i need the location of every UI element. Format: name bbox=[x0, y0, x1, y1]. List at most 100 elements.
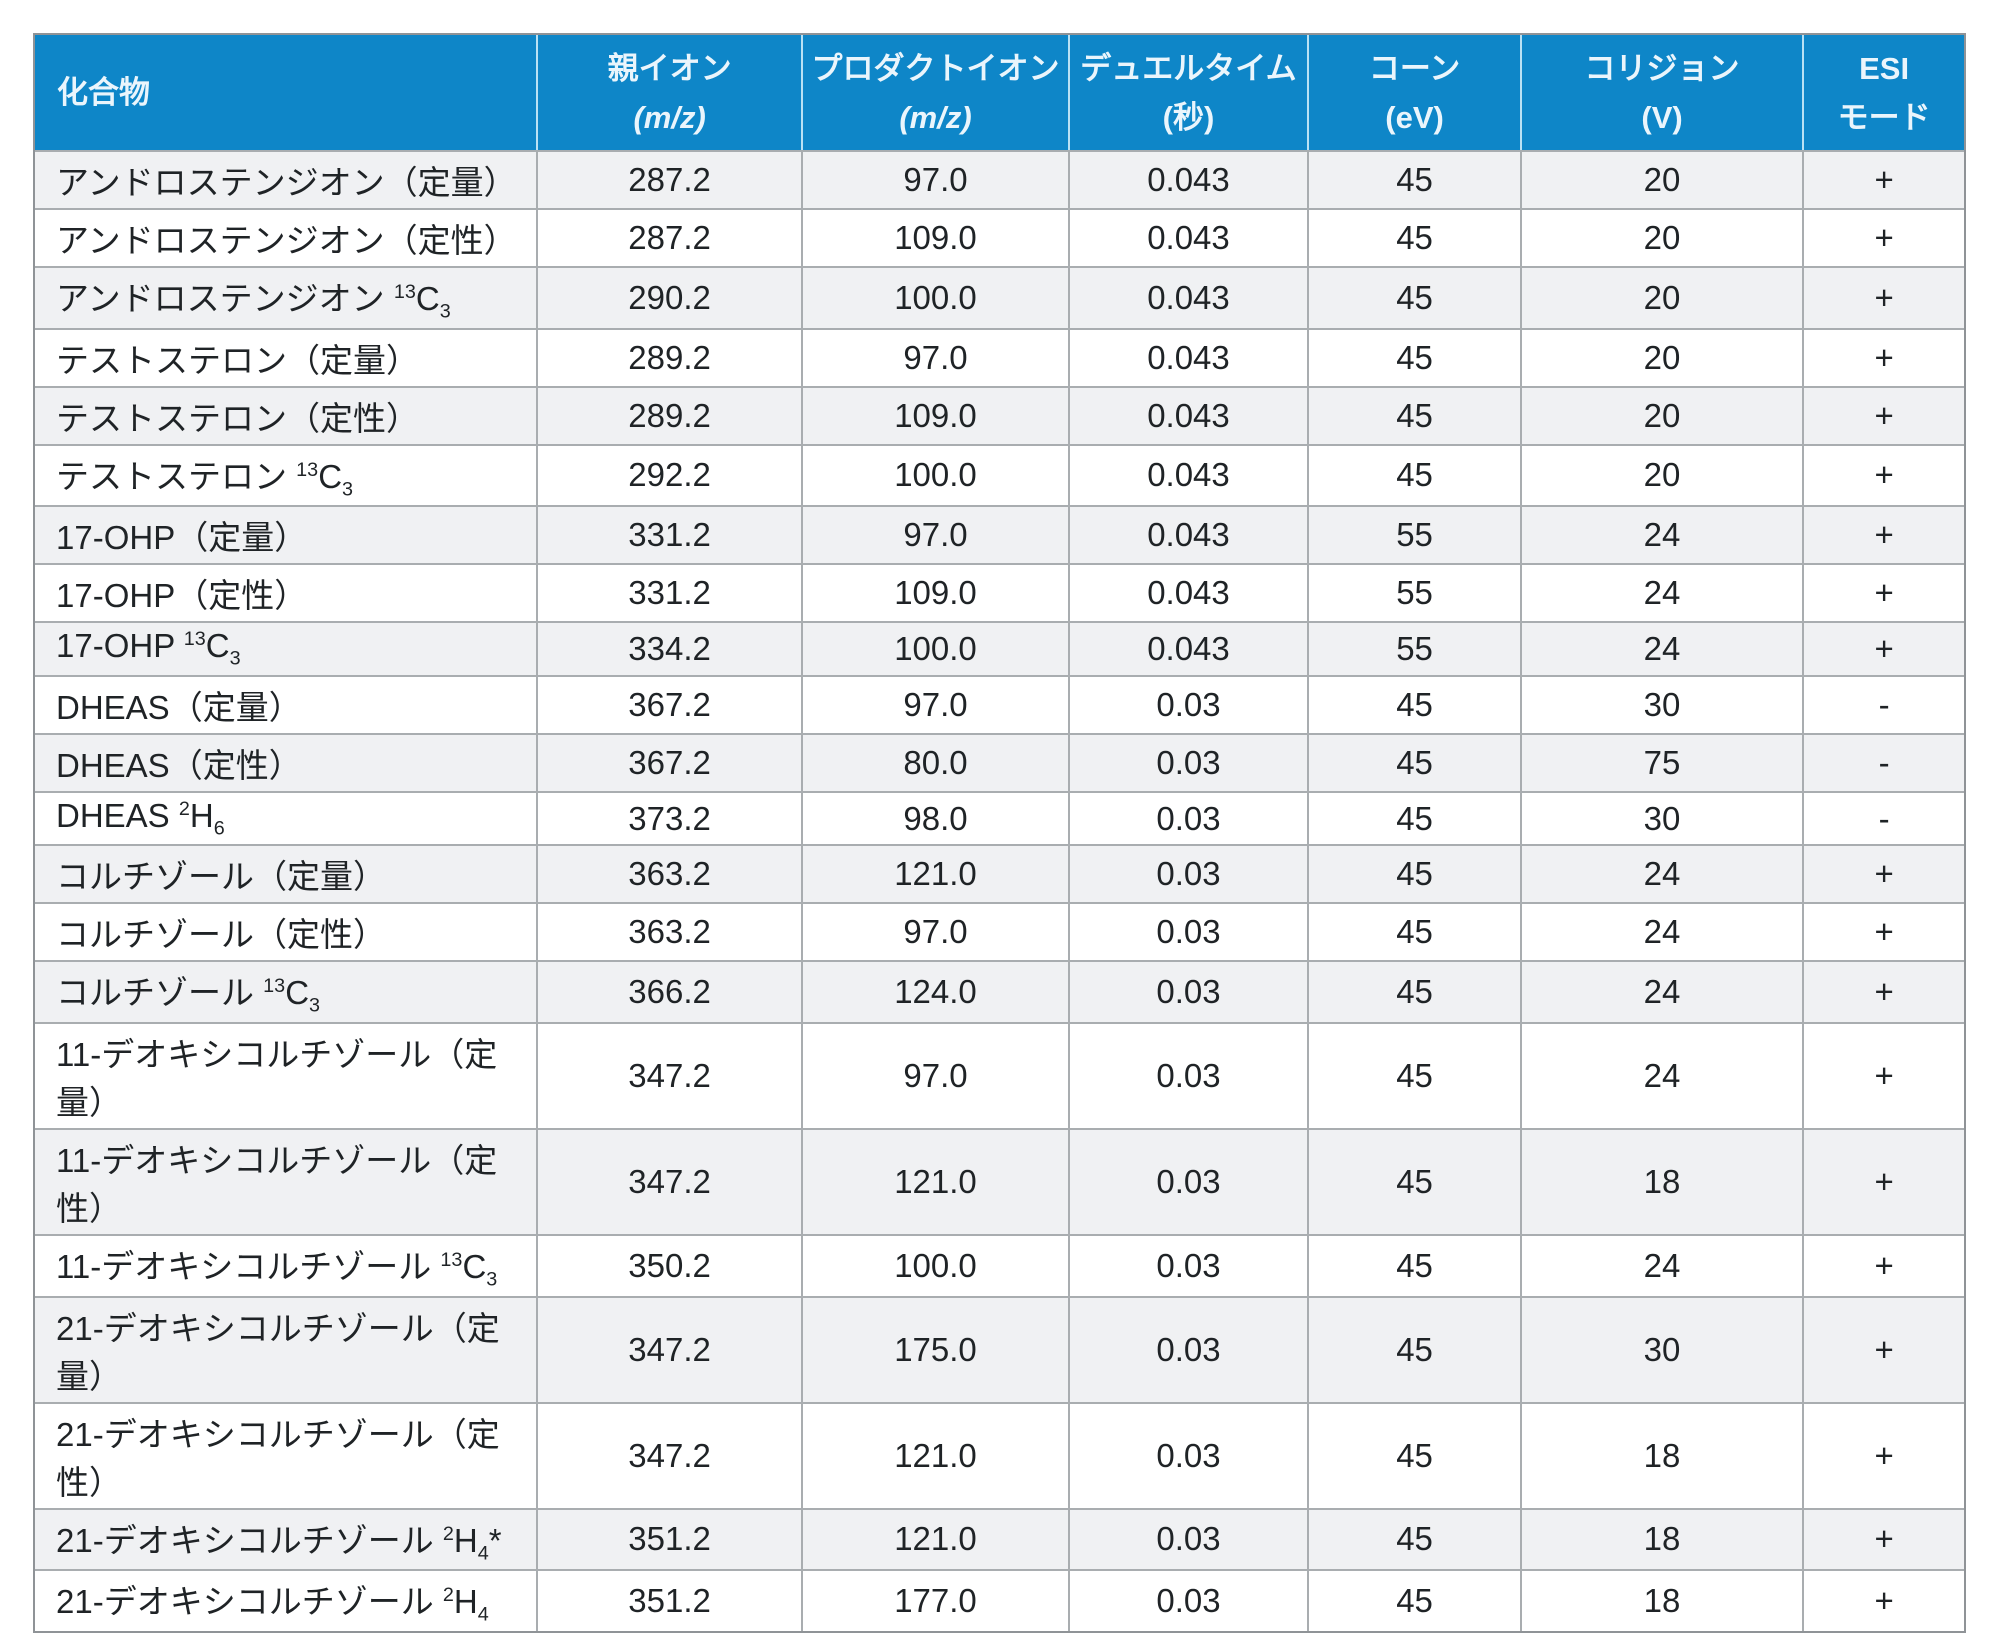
column-header-line: 化合物 bbox=[57, 75, 150, 110]
product-ion-cell: 121.0 bbox=[803, 1127, 1070, 1234]
column-header-dwell-time: デュエルタイム (秒) bbox=[1069, 35, 1310, 150]
compound-cell: 17-OHP（定性） bbox=[35, 563, 538, 622]
parent-ion-cell: 331.2 bbox=[537, 505, 804, 564]
dwell-time-cell: 0.03 bbox=[1069, 674, 1310, 733]
collision-cell: 20 bbox=[1521, 327, 1805, 386]
collision-cell: 30 bbox=[1521, 1295, 1805, 1402]
product-ion-cell: 121.0 bbox=[803, 1507, 1070, 1570]
product-ion-cell: 98.0 bbox=[803, 790, 1070, 845]
table-row: 11-デオキシコルチゾール（定量） 347.2 97.0 0.03 45 24 + bbox=[35, 1021, 1964, 1128]
compound-cell: コルチゾール（定量） bbox=[35, 844, 538, 903]
product-ion-cell: 177.0 bbox=[803, 1569, 1070, 1631]
product-ion-cell: 175.0 bbox=[803, 1295, 1070, 1402]
collision-cell: 24 bbox=[1521, 1021, 1805, 1128]
collision-cell: 20 bbox=[1521, 266, 1805, 328]
column-header-line: (m/z) bbox=[899, 99, 972, 135]
cone-cell: 45 bbox=[1309, 902, 1522, 961]
esi-mode-cell: + bbox=[1804, 960, 1964, 1022]
table-row: 11-デオキシコルチゾール（定性） 347.2 121.0 0.03 45 18 + bbox=[35, 1127, 1964, 1234]
parent-ion-cell: 347.2 bbox=[537, 1127, 804, 1234]
table-row: 17-OHP（定性） 331.2 109.0 0.043 55 24 + bbox=[35, 563, 1964, 622]
parent-ion-cell: 292.2 bbox=[537, 443, 804, 506]
collision-cell: 24 bbox=[1521, 505, 1805, 564]
column-header-line: ESI bbox=[1859, 50, 1910, 86]
dwell-time-cell: 0.03 bbox=[1069, 1233, 1310, 1296]
esi-mode-cell: + bbox=[1804, 327, 1964, 386]
table-header: 化合物 親イオン (m/z) プロダクトイオン (m/z) デュエルタイム (秒) コーン (e… bbox=[35, 35, 1964, 150]
cone-cell: 55 bbox=[1309, 621, 1522, 675]
table-row: DHEAS（定性） 367.2 80.0 0.03 45 75- bbox=[35, 732, 1964, 791]
parent-ion-cell: 290.2 bbox=[537, 266, 804, 328]
collision-cell: 75 bbox=[1521, 732, 1805, 791]
product-ion-cell: 109.0 bbox=[803, 208, 1070, 266]
collision-cell: 18 bbox=[1521, 1401, 1805, 1508]
column-header-line: コリジョン bbox=[1584, 50, 1740, 86]
table-row: アンドロステンジオン（定性） 287.2 109.0 0.043 45 20 + bbox=[35, 208, 1964, 266]
column-header-line: (m/z) bbox=[633, 99, 706, 135]
compound-cell: DHEAS 2H6 bbox=[35, 790, 538, 845]
compound-cell: コルチゾール（定性） bbox=[35, 902, 538, 961]
table-row: コルチゾール 13C3 366.2 124.0 0.03 45 24 + bbox=[35, 960, 1964, 1022]
cone-cell: 45 bbox=[1309, 327, 1522, 386]
esi-mode-cell: + bbox=[1804, 385, 1964, 444]
product-ion-cell: 97.0 bbox=[803, 327, 1070, 386]
table-body: アンドロステンジオン（定量） 287.2 97.0 0.043 45 20 + アンドロステン… bbox=[35, 150, 1964, 1631]
compound-cell: 17-OHP 13C3 bbox=[35, 621, 538, 675]
esi-mode-cell: + bbox=[1804, 443, 1964, 506]
cone-cell: 45 bbox=[1309, 844, 1522, 903]
compound-cell: アンドロステンジオン（定量） bbox=[35, 150, 538, 208]
parent-ion-cell: 347.2 bbox=[537, 1021, 804, 1128]
parent-ion-cell: 367.2 bbox=[537, 674, 804, 733]
product-ion-cell: 80.0 bbox=[803, 732, 1070, 791]
cone-cell: 45 bbox=[1309, 385, 1522, 444]
collision-cell: 30 bbox=[1521, 790, 1805, 845]
product-ion-cell: 97.0 bbox=[803, 1021, 1070, 1128]
dwell-time-cell: 0.043 bbox=[1069, 443, 1310, 506]
compound-cell: アンドロステンジオン（定性） bbox=[35, 208, 538, 266]
cone-cell: 45 bbox=[1309, 1507, 1522, 1570]
esi-mode-cell: + bbox=[1804, 1569, 1964, 1631]
parent-ion-cell: 287.2 bbox=[537, 208, 804, 266]
table-row: アンドロステンジオン 13C3 290.2 100.0 0.043 45 20 + bbox=[35, 266, 1964, 328]
collision-cell: 24 bbox=[1521, 1233, 1805, 1296]
parent-ion-cell: 334.2 bbox=[537, 621, 804, 675]
product-ion-cell: 100.0 bbox=[803, 443, 1070, 506]
column-header-line: デュエルタイム bbox=[1080, 50, 1297, 86]
cone-cell: 45 bbox=[1309, 960, 1522, 1022]
cone-cell: 45 bbox=[1309, 1295, 1522, 1402]
dwell-time-cell: 0.043 bbox=[1069, 327, 1310, 386]
product-ion-cell: 100.0 bbox=[803, 621, 1070, 675]
collision-cell: 24 bbox=[1521, 844, 1805, 903]
cone-cell: 45 bbox=[1309, 1233, 1522, 1296]
dwell-time-cell: 0.03 bbox=[1069, 1127, 1310, 1234]
dwell-time-cell: 0.043 bbox=[1069, 505, 1310, 564]
product-ion-cell: 97.0 bbox=[803, 150, 1070, 208]
compound-cell: 21-デオキシコルチゾール（定量） bbox=[35, 1295, 538, 1402]
collision-cell: 24 bbox=[1521, 563, 1805, 622]
table-row: コルチゾール（定性） 363.2 97.0 0.03 45 24 + bbox=[35, 902, 1964, 961]
collision-cell: 20 bbox=[1521, 208, 1805, 266]
dwell-time-cell: 0.03 bbox=[1069, 732, 1310, 791]
column-header-line: コーン bbox=[1368, 50, 1461, 86]
table-row: 21-デオキシコルチゾール（定性） 347.2 121.0 0.03 45 18 + bbox=[35, 1401, 1964, 1508]
table-row: テストステロン（定性） 289.2 109.0 0.043 45 20 + bbox=[35, 385, 1964, 444]
cone-cell: 45 bbox=[1309, 208, 1522, 266]
column-header-cone: コーン (eV) bbox=[1309, 35, 1522, 150]
esi-mode-cell: - bbox=[1804, 732, 1964, 791]
table-row: DHEAS 2H6 373.2 98.0 0.03 45 30- bbox=[35, 790, 1964, 845]
column-header-line: (秒) bbox=[1162, 99, 1215, 135]
compound-cell: DHEAS（定性） bbox=[35, 732, 538, 791]
dwell-time-cell: 0.03 bbox=[1069, 960, 1310, 1022]
esi-mode-cell: + bbox=[1804, 563, 1964, 622]
cone-cell: 55 bbox=[1309, 563, 1522, 622]
table-row: コルチゾール（定量） 363.2 121.0 0.03 45 24 + bbox=[35, 844, 1964, 903]
collision-cell: 24 bbox=[1521, 960, 1805, 1022]
header-row: 化合物 親イオン (m/z) プロダクトイオン (m/z) デュエルタイム (秒) コーン (e… bbox=[35, 35, 1964, 150]
product-ion-cell: 124.0 bbox=[803, 960, 1070, 1022]
parent-ion-cell: 331.2 bbox=[537, 563, 804, 622]
column-header-parent-ion: 親イオン (m/z) bbox=[537, 35, 804, 150]
compound-cell: コルチゾール 13C3 bbox=[35, 960, 538, 1022]
product-ion-cell: 97.0 bbox=[803, 674, 1070, 733]
esi-mode-cell: + bbox=[1804, 1507, 1964, 1570]
esi-mode-cell: + bbox=[1804, 1127, 1964, 1234]
